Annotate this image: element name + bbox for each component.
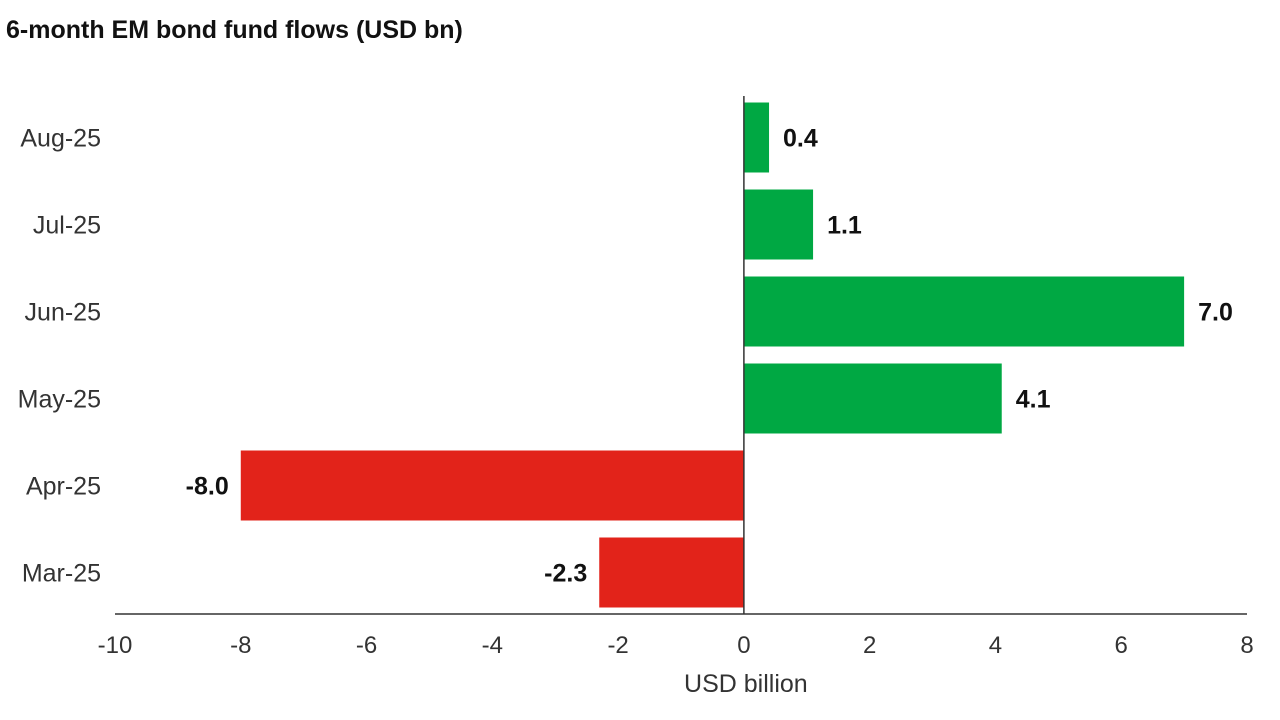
x-tick-label: 6 bbox=[1115, 632, 1128, 659]
value-label: -8.0 bbox=[186, 473, 229, 501]
value-label: -2.3 bbox=[544, 560, 587, 588]
value-label: 0.4 bbox=[783, 125, 818, 153]
x-tick-label: -10 bbox=[98, 632, 133, 659]
x-axis-title: USD billion bbox=[684, 670, 808, 698]
bar-jul-25 bbox=[743, 189, 814, 260]
bar-aug-25 bbox=[743, 102, 770, 173]
bar-jun-25 bbox=[743, 276, 1185, 347]
bar-apr-25 bbox=[240, 450, 744, 521]
x-tick-label: -4 bbox=[482, 632, 503, 659]
category-label: Mar-25 bbox=[22, 560, 101, 588]
category-label: May-25 bbox=[18, 386, 101, 414]
x-tick-label: -6 bbox=[356, 632, 377, 659]
bar-may-25 bbox=[743, 363, 1002, 434]
bars-group bbox=[240, 102, 1185, 608]
value-label: 4.1 bbox=[1016, 386, 1051, 414]
category-label: Apr-25 bbox=[26, 473, 101, 501]
chart-title: 6-month EM bond fund flows (USD bn) bbox=[6, 16, 463, 44]
x-tick-label: 4 bbox=[989, 632, 1002, 659]
category-label: Jun-25 bbox=[25, 299, 101, 327]
x-tick-label: -2 bbox=[607, 632, 628, 659]
labels-group: Aug-25 0.4 Jul-25 1.1 Jun-25 7.0 May-25 4.1 Apr-… bbox=[18, 125, 1233, 588]
axes-group: -10 -8 -6 -4 -2 0 2 4 6 8 USD billion bbox=[98, 96, 1254, 698]
bar-mar-25 bbox=[599, 537, 744, 608]
category-label: Jul-25 bbox=[33, 212, 101, 240]
x-tick-label: 2 bbox=[863, 632, 876, 659]
value-label: 7.0 bbox=[1198, 299, 1233, 327]
x-tick-label: 8 bbox=[1240, 632, 1253, 659]
x-tick-label: -8 bbox=[230, 632, 251, 659]
x-tick-label: 0 bbox=[737, 632, 750, 659]
category-label: Aug-25 bbox=[20, 125, 101, 153]
value-label: 1.1 bbox=[827, 212, 862, 240]
